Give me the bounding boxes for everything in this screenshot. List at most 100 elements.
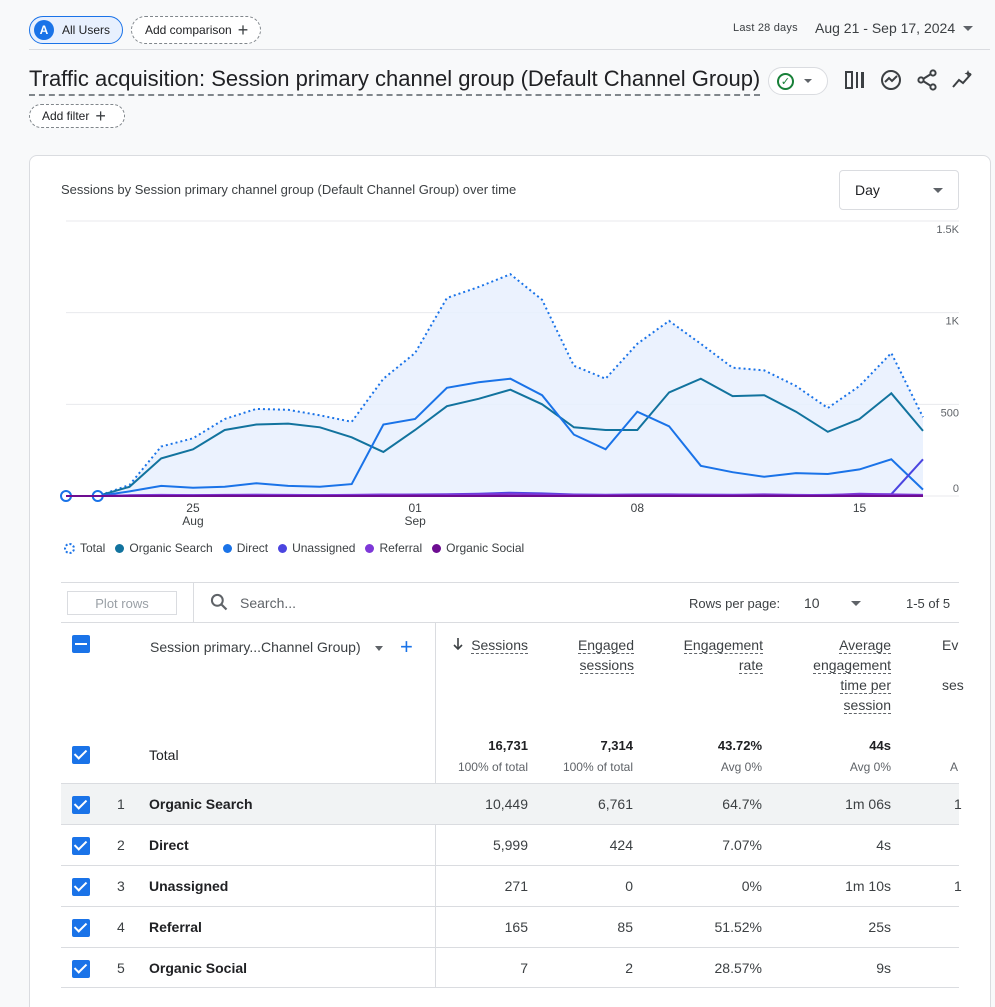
legend-swatch xyxy=(222,543,232,553)
col-engaged-line2: sessions xyxy=(579,657,634,674)
col-rate-line2: rate xyxy=(738,657,763,674)
legend-item[interactable]: Organic Search xyxy=(115,541,213,555)
legend-item[interactable]: Unassigned xyxy=(278,541,355,555)
add-dimension-icon[interactable]: + xyxy=(400,634,413,659)
search-icon xyxy=(210,593,228,611)
cell-rate: 51.52% xyxy=(714,919,762,935)
col-events-per-session[interactable]: Ev ses xyxy=(942,635,982,695)
col-engagement-rate[interactable]: Engagement rate xyxy=(660,635,763,675)
row-checkbox[interactable] xyxy=(72,878,90,896)
cell-sessions: 5,999 xyxy=(492,837,528,853)
total-events-sub: A xyxy=(950,760,959,774)
row-channel[interactable]: Direct xyxy=(149,837,189,853)
chevron-down-icon[interactable] xyxy=(851,601,861,606)
cell-engaged: 85 xyxy=(617,919,633,935)
legend-item[interactable]: Referral xyxy=(365,541,422,555)
col-sessions[interactable]: Sessions xyxy=(470,635,528,655)
add-filter-button[interactable]: Add filter + xyxy=(29,104,125,128)
series-line-total xyxy=(66,273,924,497)
legend-item[interactable]: Organic Social xyxy=(432,541,524,555)
chevron-down-icon[interactable] xyxy=(963,26,973,31)
row-channel[interactable]: Organic Search xyxy=(149,796,253,812)
add-comparison-button[interactable]: Add comparison + xyxy=(131,16,261,44)
row-number: 1 xyxy=(117,796,125,812)
audience-label: All Users xyxy=(62,23,111,37)
trend-icon[interactable] xyxy=(951,68,975,92)
legend-label: Total xyxy=(80,541,106,555)
cell-sessions: 271 xyxy=(504,878,528,894)
chevron-down-icon xyxy=(933,188,943,193)
page-title[interactable]: Traffic acquisition: Session primary cha… xyxy=(29,64,761,96)
row-checkbox[interactable] xyxy=(72,796,90,814)
col-avg-engagement-time[interactable]: Average engagement time per session xyxy=(790,635,891,715)
x-tick-sublabel: Aug xyxy=(182,514,203,528)
row-checkbox[interactable] xyxy=(72,837,90,855)
cell-avg-time: 25s xyxy=(868,919,891,935)
cell-rate: 28.57% xyxy=(714,960,762,976)
col-avg-line1: Average xyxy=(839,637,891,654)
total-sessions: 16,731 xyxy=(488,738,528,753)
table-row[interactable]: 5 Organic Social 7 2 28.57% 9s xyxy=(61,947,959,988)
legend-item[interactable]: Total xyxy=(64,541,105,555)
compare-icon[interactable] xyxy=(843,68,867,92)
pagination-text: 1-5 of 5 xyxy=(906,596,951,611)
table-divider xyxy=(61,582,959,583)
x-tick-label: 15 xyxy=(853,501,867,515)
search-input[interactable] xyxy=(240,592,440,614)
row-channel[interactable]: Unassigned xyxy=(149,878,229,894)
row-number: 5 xyxy=(117,960,125,976)
audience-chip[interactable]: A All Users xyxy=(29,16,123,44)
col-avg-line2: engagement xyxy=(813,657,891,674)
row-checkbox[interactable] xyxy=(72,919,90,937)
legend-item[interactable]: Direct xyxy=(222,541,268,555)
chevron-down-icon xyxy=(804,79,812,83)
legend-label: Referral xyxy=(379,541,423,555)
y-tick-label: 0 xyxy=(953,483,959,495)
row-channel[interactable]: Referral xyxy=(149,919,202,935)
select-all-checkbox[interactable] xyxy=(72,635,90,653)
cell-engaged: 424 xyxy=(609,837,633,853)
cell-avg-time: 9s xyxy=(876,960,891,976)
total-checkbox[interactable] xyxy=(72,746,90,764)
row-number: 2 xyxy=(117,837,125,853)
share-icon[interactable] xyxy=(915,68,939,92)
report-status-chip[interactable]: ✓ xyxy=(768,67,828,95)
legend-swatch xyxy=(432,543,442,553)
chart-legend: Total Organic Search Direct Unassigned Refer… xyxy=(64,541,524,555)
legend-swatch xyxy=(115,543,125,553)
table-divider xyxy=(61,622,959,623)
total-engaged-sub: 100% of total xyxy=(562,760,633,774)
table-row[interactable]: 1 Organic Search 10,449 6,761 64.7% 1m 0… xyxy=(61,783,962,824)
cell-avg-time: 4s xyxy=(876,837,891,853)
table-row[interactable]: 4 Referral 165 85 51.52% 25s xyxy=(61,906,959,947)
table-row[interactable]: 3 Unassigned 271 0 0% 1m 10s 1 xyxy=(61,865,962,906)
legend-label: Organic Search xyxy=(129,541,213,555)
row-checkbox[interactable] xyxy=(72,960,90,978)
date-range-picker[interactable]: Aug 21 - Sep 17, 2024 xyxy=(815,20,956,36)
sort-down-arrow-icon[interactable] xyxy=(452,637,464,651)
table-divider xyxy=(61,987,959,988)
total-label: Total xyxy=(149,747,179,763)
col-avg-line3: time per xyxy=(840,677,891,694)
granularity-select[interactable]: Day xyxy=(839,170,959,210)
row-channel[interactable]: Organic Social xyxy=(149,960,248,976)
x-tick-sublabel: Sep xyxy=(404,514,426,528)
series-area-total xyxy=(66,274,923,496)
dimension-header[interactable]: Session primary...Channel Group) xyxy=(150,639,361,655)
table-row[interactable]: 2 Direct 5,999 424 7.07% 4s xyxy=(61,824,959,865)
rows-per-page-select[interactable]: 10 xyxy=(804,595,820,611)
add-filter-label: Add filter xyxy=(42,109,90,123)
total-sessions-sub: 100% of total xyxy=(457,760,528,774)
cell-engaged: 0 xyxy=(625,878,633,894)
chevron-down-icon[interactable] xyxy=(375,646,383,651)
col-engaged-sessions[interactable]: Engaged sessions xyxy=(540,635,634,675)
granularity-value: Day xyxy=(855,182,880,198)
series-line-organic-search xyxy=(66,377,924,497)
row-number: 3 xyxy=(117,878,125,894)
insights-icon[interactable] xyxy=(879,68,903,92)
date-range-label: Last 28 days xyxy=(733,22,798,34)
plot-rows-button[interactable]: Plot rows xyxy=(67,591,177,615)
legend-swatch xyxy=(64,542,75,554)
check-circle-icon: ✓ xyxy=(777,72,794,90)
